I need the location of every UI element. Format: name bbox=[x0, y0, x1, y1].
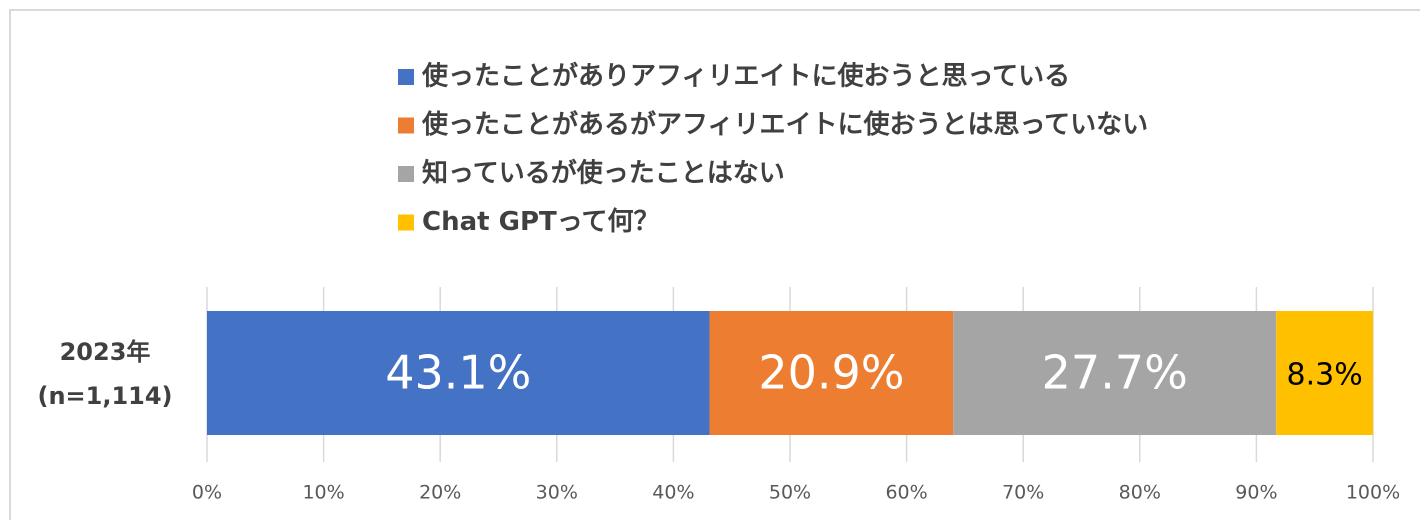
x-tick-label: 90% bbox=[1235, 482, 1277, 504]
x-tick-label: 40% bbox=[652, 482, 694, 504]
bar-segment bbox=[207, 311, 710, 435]
x-tick-label: 100% bbox=[1346, 482, 1400, 504]
legend-label: 知っているが使ったことはない bbox=[422, 158, 785, 189]
legend-label: 使ったことがありアフィリエイトに使おうと思っている bbox=[421, 61, 1070, 92]
category-label: 2023年 (n=1,114) bbox=[37, 338, 173, 410]
data-label: 8.3% bbox=[1287, 358, 1363, 393]
bar-segment bbox=[709, 311, 954, 435]
legend-swatch bbox=[398, 69, 414, 85]
x-tick-label: 10% bbox=[302, 482, 344, 504]
data-label: 20.9% bbox=[758, 346, 904, 400]
legend-swatch bbox=[398, 117, 414, 134]
bar-segment bbox=[1276, 311, 1373, 435]
legend-label: 使ったことがあるがアフィリエイトに使おうとは思っていない bbox=[421, 109, 1148, 140]
data-label: 27.7% bbox=[1042, 346, 1188, 400]
legend-swatch bbox=[398, 214, 414, 231]
x-tick-label: 60% bbox=[885, 482, 927, 504]
x-tick-label: 20% bbox=[419, 482, 461, 504]
chart-border bbox=[9, 9, 1420, 520]
legend-swatch bbox=[398, 166, 414, 182]
legend-label: Chat GPTって何？ bbox=[422, 207, 659, 237]
x-tick-label: 50% bbox=[769, 482, 811, 504]
x-tick-label: 0% bbox=[192, 482, 222, 504]
x-tick-label: 70% bbox=[1002, 482, 1044, 504]
bar-segment bbox=[953, 311, 1277, 435]
data-label: 43.1% bbox=[385, 346, 531, 400]
x-tick-label: 30% bbox=[536, 482, 578, 504]
x-tick-label: 80% bbox=[1119, 482, 1161, 504]
